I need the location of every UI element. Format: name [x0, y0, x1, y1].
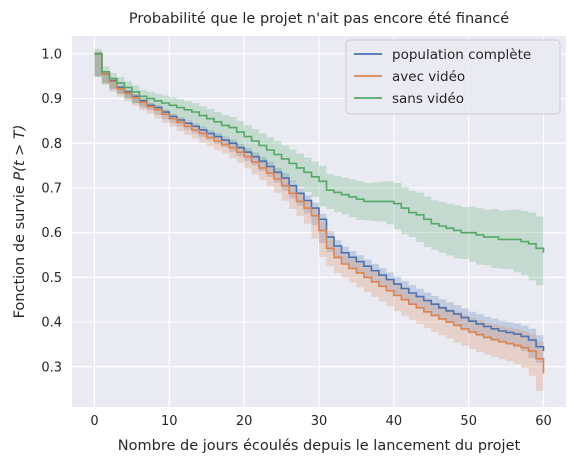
- y-tick-label: 0.5: [41, 271, 62, 286]
- x-tick-label: 10: [161, 414, 178, 429]
- y-tick-label: 0.3: [41, 360, 62, 375]
- series-lines: [94, 53, 545, 374]
- y-tick-label: 0.4: [41, 316, 62, 331]
- legend-box: [345, 39, 561, 115]
- y-tick-label: 0.8: [41, 137, 62, 152]
- grid: [72, 36, 566, 407]
- x-tick-label: 20: [236, 414, 253, 429]
- legend-label: sans vidéo: [392, 91, 464, 107]
- legend-label: avec vidéo: [392, 69, 465, 85]
- series-line: [94, 53, 545, 253]
- y-tick-label: 0.9: [41, 92, 62, 107]
- y-tick-label: 0.6: [41, 226, 62, 241]
- x-tick-label: 0: [90, 414, 98, 429]
- y-tick-label: 0.7: [41, 181, 62, 196]
- y-axis-label-math: P(t > T): [12, 125, 28, 181]
- legend-label: population complète: [392, 47, 531, 63]
- x-axis-ticks: 0 10 20 30 40 50 60: [90, 414, 552, 429]
- legend: population complète avec vidéo sans vidéo: [345, 39, 561, 115]
- y-tick-label: 1.0: [41, 47, 62, 62]
- confidence-band: [94, 48, 544, 286]
- y-axis-ticks: 0.3 0.4 0.5 0.6 0.7 0.8 0.9 1.0: [41, 47, 62, 375]
- y-axis-label: Fonction de survie P(t > T): [12, 125, 28, 319]
- x-tick-label: 50: [460, 414, 477, 429]
- x-tick-label: 30: [311, 414, 328, 429]
- chart-title: Probabilité que le projet n'ait pas enco…: [129, 11, 509, 27]
- series-line: [94, 53, 545, 374]
- x-axis-label: Nombre de jours écoulés depuis le lancem…: [118, 438, 521, 454]
- y-axis-label-prefix: Fonction de survie: [12, 181, 28, 319]
- x-tick-label: 60: [535, 414, 552, 429]
- x-tick-label: 40: [386, 414, 403, 429]
